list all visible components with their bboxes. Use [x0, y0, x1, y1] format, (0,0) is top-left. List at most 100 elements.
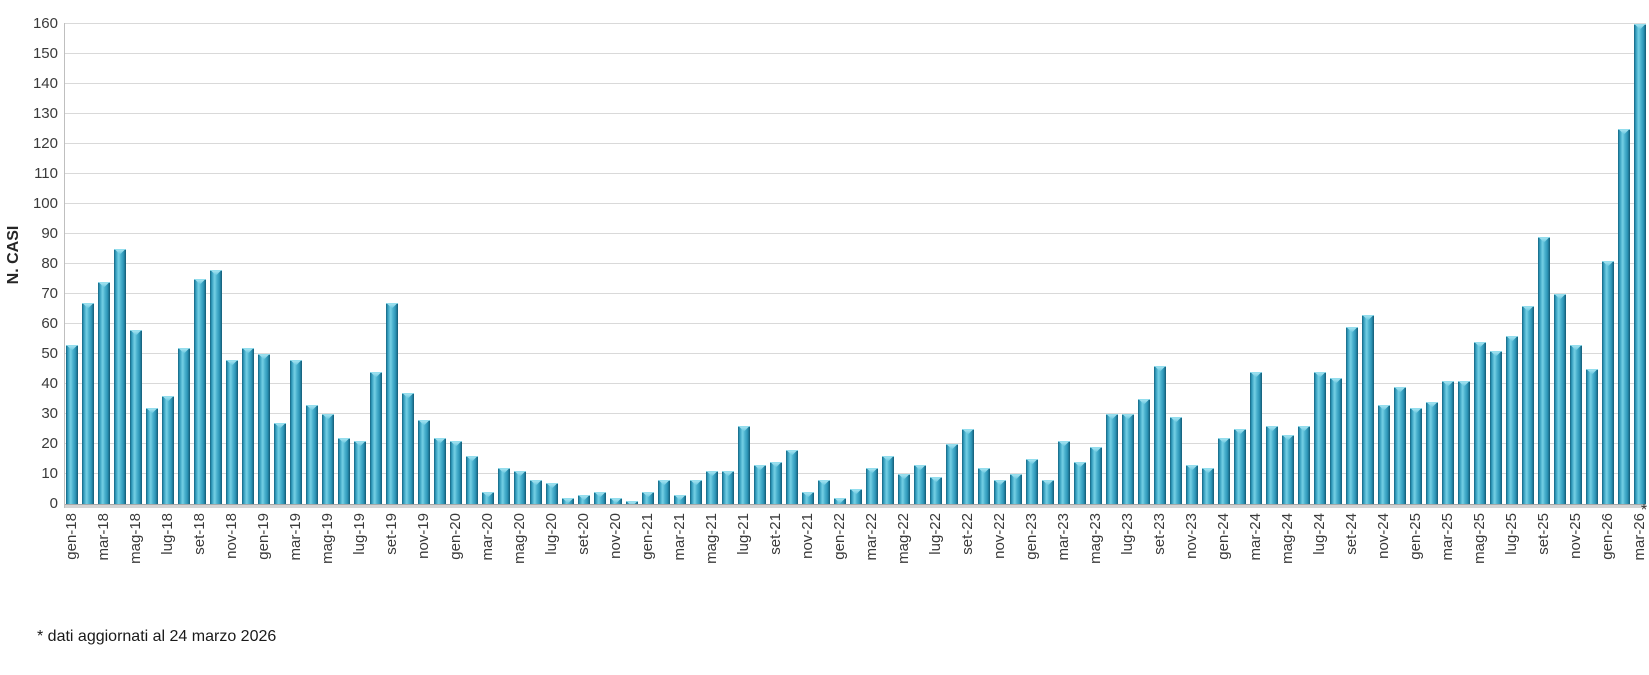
gridline-110	[65, 173, 1646, 174]
bar-giu-18	[146, 407, 158, 504]
gridline-160	[65, 23, 1646, 24]
bar-giu-23	[1106, 413, 1118, 504]
x-tick-label: set-23	[1151, 513, 1168, 555]
y-tick-label: 10	[41, 464, 58, 482]
x-tick-label: mar-18	[95, 513, 112, 561]
x-tick-label: lug-25	[1503, 513, 1520, 555]
bar-dic-24	[1394, 386, 1406, 504]
bar-apr-19	[306, 404, 318, 504]
bar-ago-23	[1138, 398, 1150, 504]
bar-apr-21	[690, 479, 702, 504]
x-axis-line	[65, 503, 1646, 508]
y-tick-label: 40	[41, 374, 58, 392]
bar-feb-25	[1426, 401, 1438, 504]
x-tick-label: nov-18	[223, 513, 240, 559]
bar-set-18	[194, 278, 206, 504]
x-tick-label: mar-25	[1439, 513, 1456, 561]
bar-lug-23	[1122, 413, 1134, 504]
bar-dic-23	[1202, 467, 1214, 504]
bar-nov-21	[802, 491, 814, 504]
bar-dic-18	[242, 347, 254, 504]
x-tick-label: mar-19	[287, 513, 304, 561]
y-tick-label: 90	[41, 224, 58, 242]
gridline-50	[65, 353, 1646, 354]
x-tick-label: lug-22	[927, 513, 944, 555]
y-tick-label: 60	[41, 314, 58, 332]
bar-mar-19	[290, 359, 302, 504]
gridline-140	[65, 83, 1646, 84]
x-tick-label: set-20	[575, 513, 592, 555]
x-tick-label: set-22	[959, 513, 976, 555]
bar-ago-24	[1330, 377, 1342, 504]
x-tick-label: lug-24	[1311, 513, 1328, 555]
bar-gen-25	[1410, 407, 1422, 504]
bar-ott-23	[1170, 416, 1182, 504]
x-tick-label: nov-19	[415, 513, 432, 559]
x-tick-label: set-19	[383, 513, 400, 555]
bar-lug-24	[1314, 371, 1326, 504]
bar-nov-24	[1378, 404, 1390, 504]
bar-nov-23	[1186, 464, 1198, 504]
x-tick-label: mag-25	[1471, 513, 1488, 564]
x-tick-label: mar-20	[479, 513, 496, 561]
x-tick-label: mag-21	[703, 513, 720, 564]
axis-end-asterisk: *	[1640, 502, 1648, 519]
bar-ago-20	[562, 497, 574, 504]
bar-mar-25	[1442, 380, 1454, 504]
bar-mag-22	[898, 473, 910, 504]
x-tick-label: mar-23	[1055, 513, 1072, 561]
x-tick-label: mar-24	[1247, 513, 1264, 561]
x-tick-label: gen-24	[1215, 513, 1232, 560]
y-tick-label: 150	[32, 44, 58, 62]
bar-dic-21	[818, 479, 830, 504]
x-tick-label: nov-22	[991, 513, 1008, 559]
footnote: * dati aggiornati al 24 marzo 2026	[37, 628, 277, 645]
bar-lug-25	[1506, 335, 1518, 504]
x-tick-label: nov-21	[799, 513, 816, 559]
bar-mag-20	[514, 470, 526, 504]
bar-gen-22	[834, 497, 846, 504]
bar-mar-26	[1634, 23, 1646, 504]
bar-lug-18	[162, 395, 174, 504]
bar-lug-21	[738, 425, 750, 504]
x-tick-label: set-24	[1343, 513, 1360, 555]
x-tick-label: mag-24	[1279, 513, 1296, 564]
x-tick-label: nov-20	[607, 513, 624, 559]
x-tick-label: gen-26	[1599, 513, 1616, 560]
bar-mar-21	[674, 494, 686, 504]
x-tick-label: mag-22	[895, 513, 912, 564]
bar-feb-20	[466, 455, 478, 504]
x-tick-label: lug-18	[159, 513, 176, 555]
bar-nov-22	[994, 479, 1006, 504]
x-tick-label: mag-19	[319, 513, 336, 564]
x-tick-label: gen-19	[255, 513, 272, 560]
bar-nov-19	[418, 419, 430, 504]
y-tick-label: 120	[32, 134, 58, 152]
bar-mar-23	[1058, 440, 1070, 504]
bar-giu-20	[530, 479, 542, 504]
y-tick-label: 30	[41, 404, 58, 422]
bar-gen-18	[66, 344, 78, 504]
y-tick-label: 160	[32, 14, 58, 32]
bar-mag-25	[1474, 341, 1486, 504]
bar-ago-25	[1522, 305, 1534, 504]
x-tick-label: nov-24	[1375, 513, 1392, 559]
x-tick-label: gen-20	[447, 513, 464, 560]
x-tick-label: gen-23	[1023, 513, 1040, 560]
x-tick-label: set-21	[767, 513, 784, 555]
bar-mag-23	[1090, 446, 1102, 504]
y-tick-label: 130	[32, 104, 58, 122]
bar-feb-24	[1234, 428, 1246, 504]
bar-gen-23	[1026, 458, 1038, 504]
bar-apr-18	[114, 248, 126, 504]
bar-gen-21	[642, 491, 654, 504]
gridline-70	[65, 293, 1646, 294]
bar-gen-19	[258, 353, 270, 504]
y-tick-label: 50	[41, 344, 58, 362]
y-tick-label: 70	[41, 284, 58, 302]
y-tick-label: 110	[34, 164, 58, 182]
bar-set-24	[1346, 326, 1358, 504]
gridline-130	[65, 113, 1646, 114]
bar-feb-23	[1042, 479, 1054, 504]
bar-ott-21	[786, 449, 798, 504]
